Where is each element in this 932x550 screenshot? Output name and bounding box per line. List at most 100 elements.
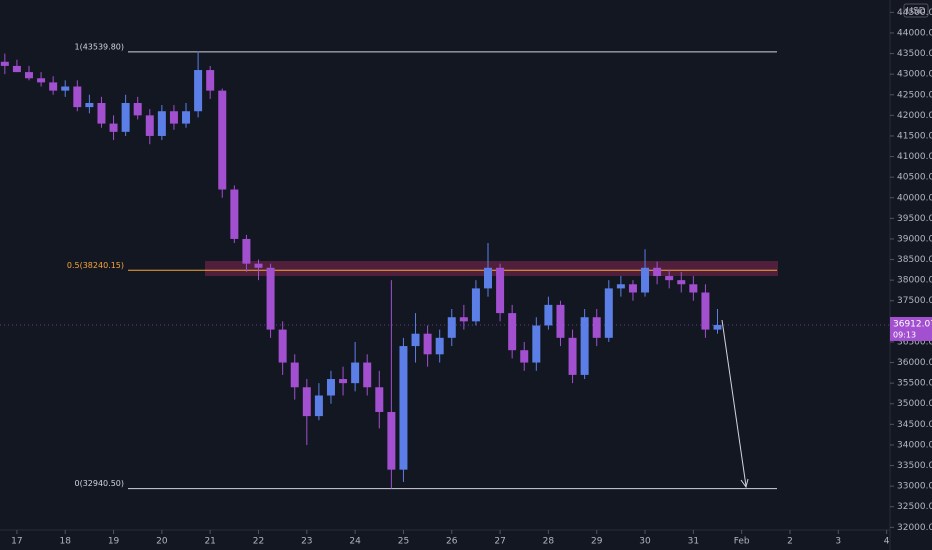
x-tick-label: 18 bbox=[60, 537, 72, 547]
candle-body bbox=[459, 317, 468, 322]
candle-body bbox=[157, 111, 166, 136]
candle-body bbox=[169, 111, 178, 124]
candle-body bbox=[121, 102, 130, 132]
currency-box bbox=[903, 3, 929, 18]
candle-body bbox=[387, 411, 396, 470]
candle-body bbox=[363, 362, 372, 388]
x-tick-label: 21 bbox=[204, 537, 215, 547]
x-tick-label: 3 bbox=[835, 537, 841, 547]
candle-body bbox=[447, 317, 456, 338]
candle-body bbox=[182, 111, 191, 124]
candle-body bbox=[302, 387, 311, 417]
y-tick-label: 42000.00 bbox=[897, 111, 932, 121]
arrow-head bbox=[740, 478, 749, 489]
y-tick-label: 43500.00 bbox=[897, 49, 932, 59]
candle-body bbox=[351, 362, 360, 384]
x-tick-label: 28 bbox=[543, 537, 555, 547]
x-tick-label: 2 bbox=[787, 537, 793, 547]
candle-body bbox=[85, 102, 94, 108]
x-tick-label: 30 bbox=[639, 537, 651, 547]
candle-body bbox=[109, 123, 118, 132]
candle-body bbox=[375, 387, 384, 412]
y-tick-label: 35500.00 bbox=[897, 379, 932, 389]
y-tick-label: 32000.00 bbox=[897, 523, 932, 533]
candle-body bbox=[508, 313, 517, 351]
last-price-box bbox=[890, 316, 932, 341]
candle-body bbox=[496, 267, 505, 314]
last-price-label: 36912.07 bbox=[893, 319, 932, 329]
candle-body bbox=[326, 379, 335, 396]
candle-body bbox=[61, 86, 70, 91]
x-tick-label: 24 bbox=[349, 537, 361, 547]
y-tick-label: 39500.00 bbox=[897, 214, 932, 224]
candle-body bbox=[628, 284, 637, 293]
x-tick-label: 22 bbox=[253, 537, 264, 547]
candle-body bbox=[24, 72, 33, 79]
candle-body bbox=[592, 317, 601, 338]
candle-body bbox=[665, 276, 674, 281]
fib-label: 0(32940.50) bbox=[74, 479, 124, 488]
candle-body bbox=[435, 337, 444, 355]
y-tick-label: 40000.00 bbox=[897, 193, 932, 203]
candle-body bbox=[0, 61, 9, 66]
candle-body bbox=[556, 304, 565, 338]
y-tick-label: 38500.00 bbox=[897, 255, 932, 265]
currency: USD bbox=[906, 7, 925, 17]
candle-body bbox=[37, 78, 46, 83]
y-tick-label: 39000.00 bbox=[897, 234, 932, 244]
candle-body bbox=[230, 189, 239, 239]
candle-body bbox=[641, 267, 650, 293]
y-tick-label: 38000.00 bbox=[897, 276, 932, 286]
y-tick-label: 43000.00 bbox=[897, 70, 932, 80]
candle-body bbox=[580, 317, 589, 375]
y-tick-label: 33000.00 bbox=[897, 482, 932, 492]
y-tick-label: 36000.00 bbox=[897, 358, 932, 368]
candle-body bbox=[568, 337, 577, 375]
y-tick-label: 32500.00 bbox=[897, 502, 932, 512]
x-tick-label: 27 bbox=[494, 537, 505, 547]
candle-body bbox=[520, 350, 529, 363]
fib-label: 1(43539.80) bbox=[74, 42, 124, 51]
candle-body bbox=[544, 304, 553, 326]
x-tick-label: 23 bbox=[301, 537, 312, 547]
candle-body bbox=[254, 263, 263, 268]
x-tick-label: 31 bbox=[688, 537, 699, 547]
candle-body bbox=[411, 333, 420, 347]
candle-body bbox=[12, 65, 21, 73]
candle-body bbox=[339, 379, 348, 384]
y-tick-label: 42500.00 bbox=[897, 90, 932, 100]
y-tick-label: 33500.00 bbox=[897, 461, 932, 471]
y-tick-label: 37500.00 bbox=[897, 296, 932, 306]
candle-body bbox=[653, 267, 662, 277]
y-tick-label: 34000.00 bbox=[897, 440, 932, 450]
candle-body bbox=[423, 333, 432, 355]
y-tick-label: 34500.00 bbox=[897, 420, 932, 430]
x-tick-label: 19 bbox=[108, 537, 120, 547]
arrow bbox=[721, 319, 747, 487]
x-tick-label: 29 bbox=[591, 537, 603, 547]
candle-body bbox=[133, 102, 142, 116]
y-tick-label: 35000.00 bbox=[897, 399, 932, 409]
fib-label: 0.5(38240.15) bbox=[67, 261, 124, 270]
candle-body bbox=[471, 288, 480, 322]
candle-body bbox=[399, 346, 408, 470]
y-tick-label: 36500.00 bbox=[897, 337, 932, 347]
candle-body bbox=[278, 329, 287, 363]
y-tick-label: 41500.00 bbox=[897, 131, 932, 141]
x-tick-label: 26 bbox=[446, 537, 458, 547]
y-tick-label: 40500.00 bbox=[897, 173, 932, 183]
x-tick-label: 17 bbox=[11, 537, 22, 547]
candle-body bbox=[616, 284, 625, 289]
candle-body bbox=[532, 325, 541, 363]
countdown: 09:13 bbox=[893, 330, 916, 339]
candle-body bbox=[97, 102, 106, 124]
x-tick-label: 25 bbox=[398, 537, 409, 547]
candle-body bbox=[713, 324, 722, 330]
y-tick-label: 44000.00 bbox=[897, 28, 932, 38]
x-tick-label: Feb bbox=[734, 537, 750, 547]
candle-body bbox=[484, 267, 493, 289]
x-tick-label: 4 bbox=[884, 537, 890, 547]
x-tick-label: 20 bbox=[156, 537, 168, 547]
